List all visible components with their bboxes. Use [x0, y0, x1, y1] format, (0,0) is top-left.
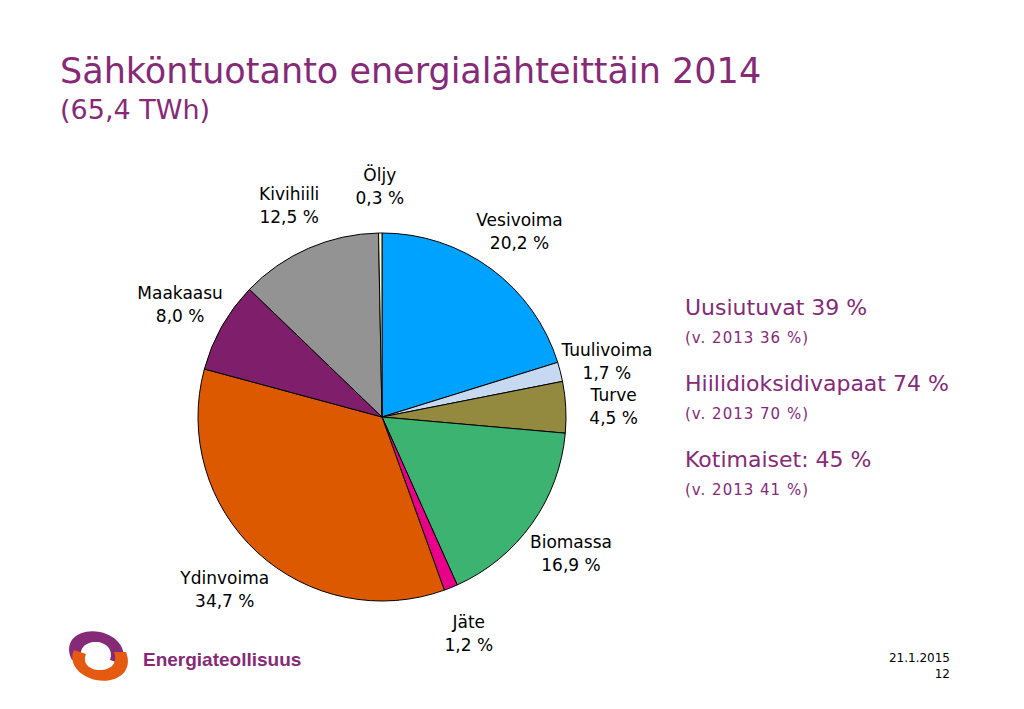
- logo-shape: [72, 650, 128, 681]
- slice-label: Turve: [590, 385, 637, 405]
- data-label: 1,2 %: [444, 635, 493, 655]
- date: 21.1.2015: [889, 651, 950, 665]
- subtitle: (65,4 TWh): [60, 94, 210, 125]
- annotation: Uusiutuvat 39 %: [685, 295, 867, 320]
- data-label: 12,5 %: [259, 207, 318, 227]
- slice-label: Jäte: [451, 612, 485, 632]
- data-label: 1,7 %: [583, 363, 632, 383]
- slice-label: Vesivoima: [476, 210, 563, 230]
- annotation: Kotimaiset: 45 %: [685, 447, 871, 472]
- data-label: 8,0 %: [156, 306, 205, 326]
- slice-label: Maakaasu: [137, 283, 223, 303]
- slice: [379, 233, 382, 417]
- slice-label: Tuulivoima: [560, 340, 652, 360]
- slice-label: Ydinvoima: [179, 568, 269, 588]
- annotation: (v. 2013 41 %): [685, 481, 809, 499]
- annotation: (v. 2013 70 %): [685, 405, 809, 423]
- data-label: 16,9 %: [541, 555, 600, 575]
- logo-text: Energiateollisuus: [143, 649, 301, 670]
- pie: [198, 233, 566, 601]
- slice-label: Biomassa: [530, 532, 612, 552]
- slice-label: Öljy: [363, 164, 396, 185]
- data-label: 0,3 %: [356, 188, 405, 208]
- slice-label: Kivihiili: [259, 184, 319, 204]
- annotation: (v. 2013 36 %): [685, 329, 809, 347]
- data-label: 4,5 %: [589, 408, 638, 428]
- slice: [249, 233, 382, 417]
- chart: Sähköntuotanto energialähteittäin 2014(6…: [0, 0, 1024, 709]
- page-number: 12: [935, 667, 950, 681]
- data-label: 34,7 %: [195, 591, 254, 611]
- title: Sähköntuotanto energialähteittäin 2014: [60, 51, 761, 91]
- annotation: Hiilidioksidivapaat 74 %: [685, 371, 949, 396]
- logo: [69, 631, 128, 681]
- data-label: 20,2 %: [490, 233, 549, 253]
- slice: [198, 369, 444, 601]
